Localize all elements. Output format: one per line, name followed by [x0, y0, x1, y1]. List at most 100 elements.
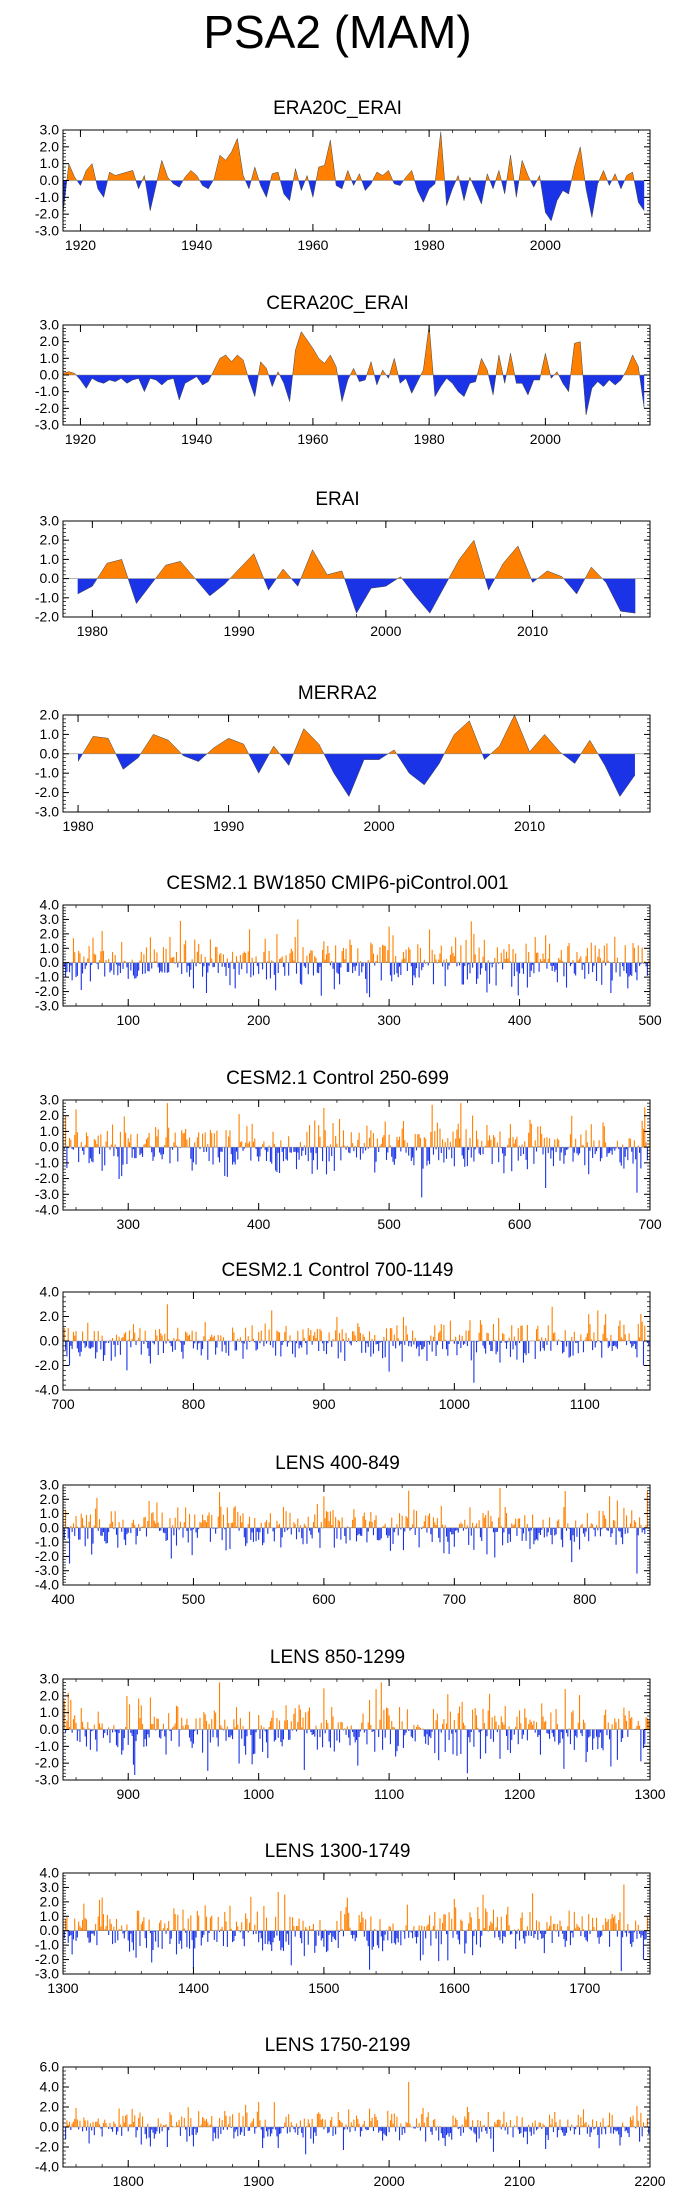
positive-bar [468, 2112, 470, 2127]
negative-bar [169, 1729, 171, 1732]
negative-bar [363, 1930, 365, 1937]
positive-bar [423, 1136, 425, 1148]
negative-bar [466, 1147, 468, 1167]
positive-bar [580, 956, 582, 963]
negative-bar [538, 1729, 540, 1736]
negative-bar [114, 1729, 116, 1732]
positive-bar [371, 944, 373, 963]
positive-bar [74, 1335, 76, 1341]
negative-bar [559, 1147, 561, 1161]
negative-bar [378, 1729, 380, 1737]
negative-bar [399, 962, 401, 967]
negative-bar [280, 1341, 282, 1357]
positive-bar [207, 1515, 209, 1528]
negative-bar [345, 1729, 347, 1735]
positive-bar [456, 2120, 458, 2127]
negative-bar [568, 1341, 570, 1358]
positive-bar [168, 1127, 170, 1148]
positive-bar [178, 961, 180, 963]
x-tick-label: 900 [117, 1786, 141, 1802]
positive-bar [354, 1145, 356, 1148]
positive-bar [63, 1700, 65, 1730]
negative-bar [430, 1930, 432, 1946]
positive-bar [293, 960, 295, 963]
positive-bar [505, 1914, 508, 1931]
positive-bar [461, 1335, 463, 1341]
negative-bar [252, 1527, 254, 1542]
positive-bar [128, 2124, 131, 2127]
negative-bar [612, 1147, 615, 1149]
positive-bar [495, 1927, 497, 1931]
negative-bar [349, 1729, 351, 1746]
negative-bar [609, 1341, 611, 1347]
negative-bar [318, 962, 320, 974]
positive-bar [106, 1130, 108, 1148]
negative-bar [547, 1147, 549, 1153]
negative-bar [374, 962, 376, 966]
positive-bar [324, 959, 326, 963]
positive-bar [609, 2112, 611, 2127]
negative-bar [628, 962, 630, 977]
negative-bar [295, 1147, 298, 1170]
negative-bar [301, 2127, 303, 2133]
negative-bar [337, 962, 339, 974]
negative-bar [70, 1930, 72, 1936]
negative-bar [126, 1147, 128, 1165]
positive-bar [598, 1340, 600, 1341]
negative-bar [481, 1729, 483, 1731]
negative-bar [148, 2127, 150, 2138]
negative-bar [610, 1729, 612, 1767]
negative-bar [525, 1341, 527, 1356]
positive-bar [345, 1907, 347, 1931]
positive-bar [468, 1923, 470, 1931]
positive-bar [375, 1689, 377, 1730]
negative-bar [126, 962, 128, 968]
negative-bar [507, 1729, 509, 1751]
negative-bar [268, 1930, 270, 1942]
y-tick-label: -2.0 [35, 983, 59, 999]
positive-bar [633, 2126, 635, 2127]
positive-bar [412, 1330, 414, 1341]
negative-bar [504, 1930, 506, 1938]
positive-bar [387, 2110, 389, 2127]
negative-bar [642, 1527, 645, 1530]
negative-bar [209, 1527, 211, 1542]
positive-bar [614, 1718, 616, 1730]
positive-bar [571, 1336, 573, 1341]
negative-bar [459, 2127, 461, 2129]
x-tick-label: 100 [117, 1012, 141, 1028]
positive-bar [110, 1511, 112, 1528]
negative-bar [265, 962, 268, 980]
negative-bar [415, 962, 418, 969]
negative-bar [625, 1341, 628, 1346]
negative-bar [519, 2127, 521, 2134]
y-tick-label: -1.0 [35, 765, 59, 781]
positive-bar [195, 1718, 197, 1730]
positive-bar [105, 2123, 107, 2127]
positive-bar [79, 2120, 81, 2127]
positive-bar [315, 1337, 317, 1341]
negative-bar [267, 1729, 269, 1759]
positive-bar [329, 1144, 331, 1148]
negative-bar [228, 1729, 230, 1738]
positive-bar [401, 1128, 403, 1148]
negative-bar [247, 1930, 249, 1933]
positive-bar [168, 1339, 170, 1341]
positive-bar [278, 1523, 281, 1528]
y-tick-label: 6.0 [40, 2059, 60, 2075]
positive-bar [243, 951, 245, 963]
positive-bar [345, 1332, 347, 1341]
anomaly-line [77, 714, 636, 798]
positive-bar [216, 946, 218, 963]
positive-anomaly-area [78, 715, 635, 754]
negative-bar [385, 1147, 388, 1160]
negative-bar [192, 1527, 194, 1530]
negative-bar [202, 1341, 204, 1349]
positive-bar [140, 1526, 142, 1528]
positive-bar [618, 1325, 620, 1341]
negative-bar [537, 2127, 539, 2129]
positive-bar [226, 1507, 228, 1528]
negative-bar [298, 1527, 300, 1533]
negative-bar [379, 1341, 381, 1343]
positive-bar [220, 952, 222, 963]
